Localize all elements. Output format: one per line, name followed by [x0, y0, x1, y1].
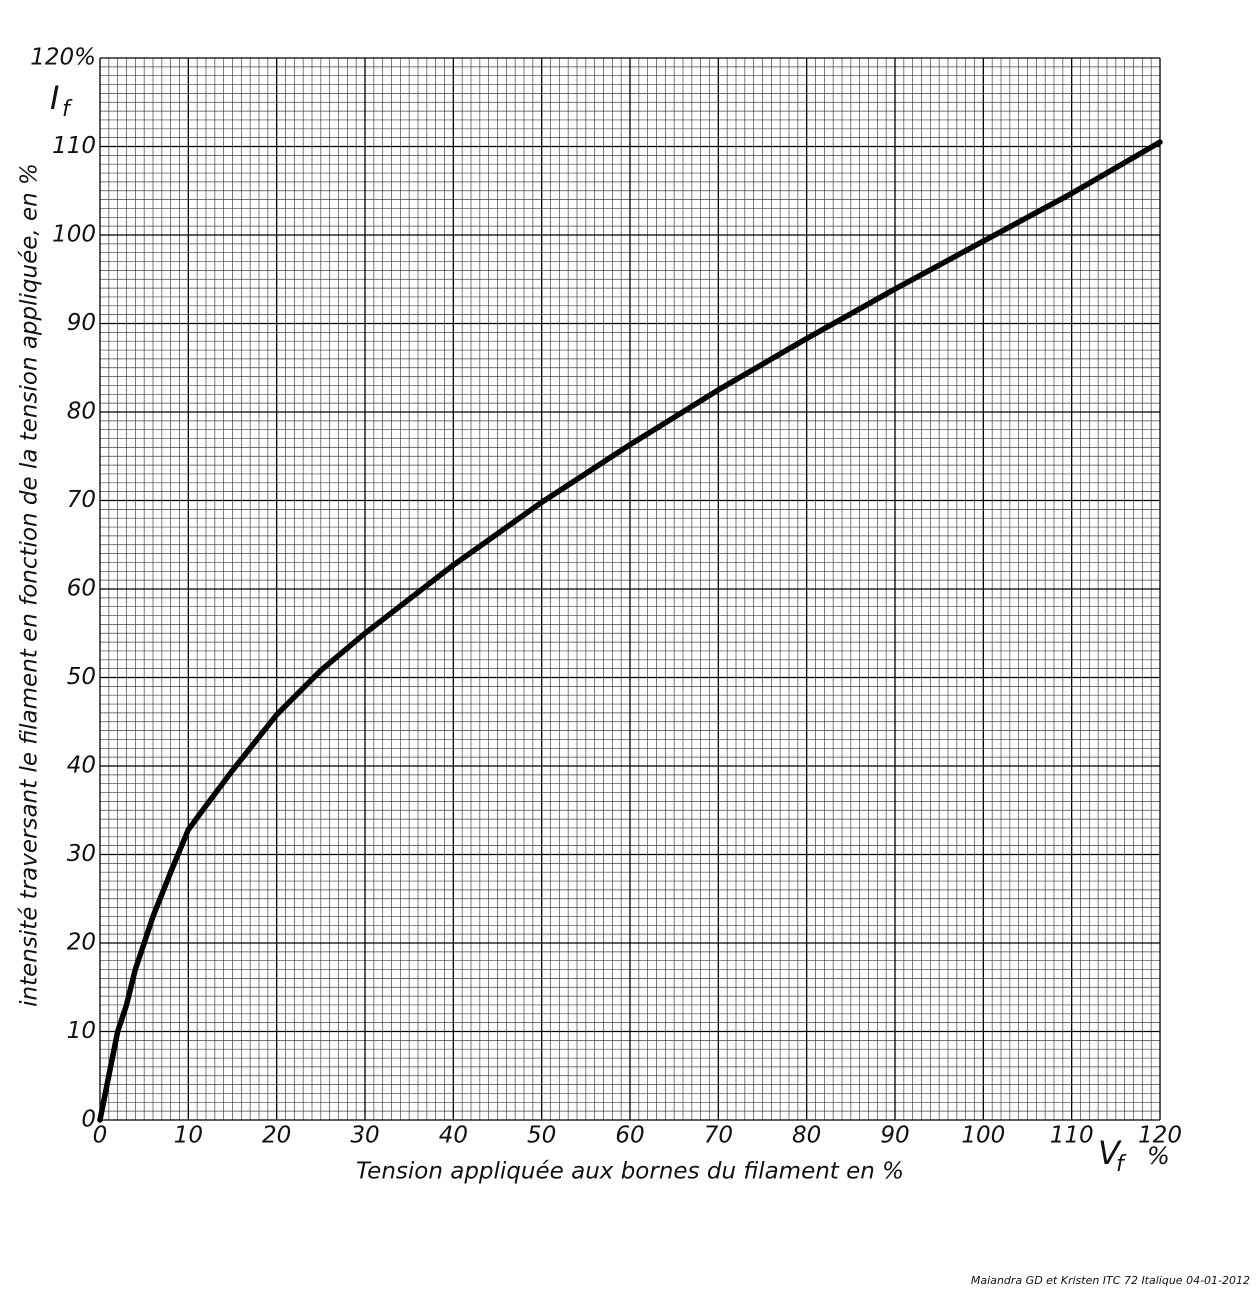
y-tick-label: 50 [67, 664, 96, 690]
y-tick-label: 60 [67, 576, 96, 602]
x-tick-label: 120 [1138, 1123, 1182, 1149]
y-tick-label: 100 [52, 222, 96, 248]
x-tick-label: 50 [527, 1123, 556, 1149]
y-symbol-sub: f [62, 97, 73, 122]
x-tick-label: 110 [1050, 1123, 1094, 1149]
y-axis-label: intensité traversant le filament en fonc… [17, 163, 43, 1007]
y-tick-label: 110 [52, 133, 96, 159]
x-tick-label: 10 [174, 1123, 203, 1149]
y-symbol: I [50, 79, 59, 117]
x-tick-label: 40 [439, 1123, 468, 1149]
x-unit: % [1147, 1142, 1170, 1170]
x-tick-label: 60 [615, 1123, 644, 1149]
grid [99, 57, 1161, 1121]
footnote: Maiandra GD et Kristen ITC 72 Italique 0… [971, 1274, 1250, 1287]
data-line [97, 139, 1163, 1123]
y-tick-label: 10 [67, 1018, 96, 1044]
x-tick-label: 0 [93, 1123, 108, 1149]
y-tick-label: 70 [67, 487, 96, 513]
y-tick-label: 80 [67, 399, 96, 425]
y-tick-label: 30 [67, 841, 96, 867]
x-symbol-sub: f [1116, 1152, 1127, 1177]
x-symbol: V [1098, 1134, 1122, 1172]
x-tick-label: 20 [262, 1123, 291, 1149]
y-tick-label: 20 [67, 930, 96, 956]
x-axis-label: Tension appliquée aux bornes du filament… [356, 1159, 904, 1185]
y-tick-label: 120% [30, 45, 96, 71]
x-tick-label: 30 [350, 1123, 379, 1149]
y-tick-label: 90 [67, 310, 96, 336]
x-tick-label: 80 [792, 1123, 821, 1149]
x-tick-label: 90 [880, 1123, 909, 1149]
y-tick-label: 40 [67, 753, 96, 779]
x-tick-label: 70 [704, 1123, 733, 1149]
y-tick-label: 0 [81, 1107, 96, 1133]
x-tick-label: 100 [961, 1123, 1005, 1149]
